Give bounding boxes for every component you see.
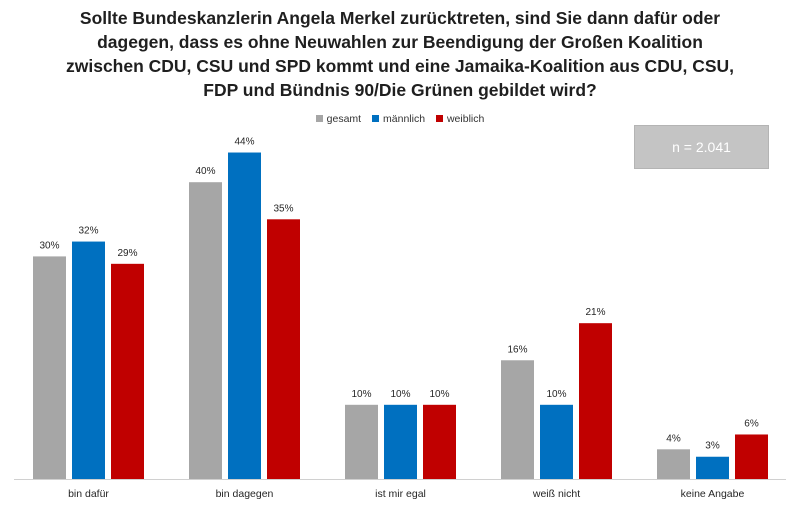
bar-weiblich xyxy=(735,434,768,479)
legend-label: gesamt xyxy=(326,113,362,125)
bar-weiblich xyxy=(111,263,144,479)
legend-item-gesamt: gesamt xyxy=(315,113,362,125)
data-label: 16% xyxy=(507,344,527,355)
bar-gesamt xyxy=(345,404,378,479)
x-tick-label: ist mir egal xyxy=(375,488,426,500)
data-label: 4% xyxy=(666,433,681,444)
data-label: 40% xyxy=(195,166,215,177)
data-label: 10% xyxy=(390,389,410,400)
bar-gesamt xyxy=(189,182,222,479)
bar-männlich xyxy=(72,241,105,479)
chart-title-line: Sollte Bundeskanzlerin Angela Merkel zur… xyxy=(79,8,721,28)
chart-title: Sollte Bundeskanzlerin Angela Merkel zur… xyxy=(0,6,800,102)
data-label: 10% xyxy=(429,389,449,400)
sample-size-box: n = 2.041 xyxy=(634,125,769,169)
data-label: 21% xyxy=(585,307,605,318)
bar-männlich xyxy=(228,152,261,479)
bar-gesamt xyxy=(501,360,534,479)
bar-männlich xyxy=(384,404,417,479)
legend-swatch-maennlich xyxy=(372,115,380,122)
legend-swatch-gesamt xyxy=(315,115,323,122)
bar-weiblich xyxy=(267,219,300,480)
bar-gesamt xyxy=(33,256,66,479)
legend-swatch-weiblich xyxy=(435,115,443,122)
chart-title-line: zwischen CDU, CSU und SPD kommt und eine… xyxy=(65,56,735,76)
data-label: 29% xyxy=(117,248,137,259)
x-tick-label: bin dagegen xyxy=(216,488,274,500)
data-label: 35% xyxy=(273,203,293,214)
legend-item-maennlich: männlich xyxy=(372,113,425,125)
x-tick-label: keine Angabe xyxy=(681,488,745,500)
bar-männlich xyxy=(540,404,573,479)
bar-männlich xyxy=(696,456,729,479)
data-label: 3% xyxy=(705,441,720,452)
data-label: 10% xyxy=(351,389,371,400)
bar-weiblich xyxy=(579,323,612,479)
data-label: 30% xyxy=(39,240,59,251)
legend-item-weiblich: weiblich xyxy=(435,113,485,125)
x-tick-label: bin dafür xyxy=(68,488,109,500)
data-label: 44% xyxy=(234,137,254,148)
chart-title-line: dagegen, dass es ohne Neuwahlen zur Been… xyxy=(97,32,703,52)
data-label: 32% xyxy=(78,226,98,237)
legend-label: männlich xyxy=(383,113,426,125)
data-label: 6% xyxy=(744,418,759,429)
x-tick-label: weiß nicht xyxy=(532,488,580,500)
chart-title-line: FDP und Bündnis 90/Die Grünen gebildet w… xyxy=(203,80,597,100)
legend-label: weiblich xyxy=(446,113,485,125)
bar-gesamt xyxy=(657,449,690,479)
bar-weiblich xyxy=(423,404,456,479)
data-label: 10% xyxy=(546,389,566,400)
legend: gesamt männlich weiblich xyxy=(0,113,800,125)
